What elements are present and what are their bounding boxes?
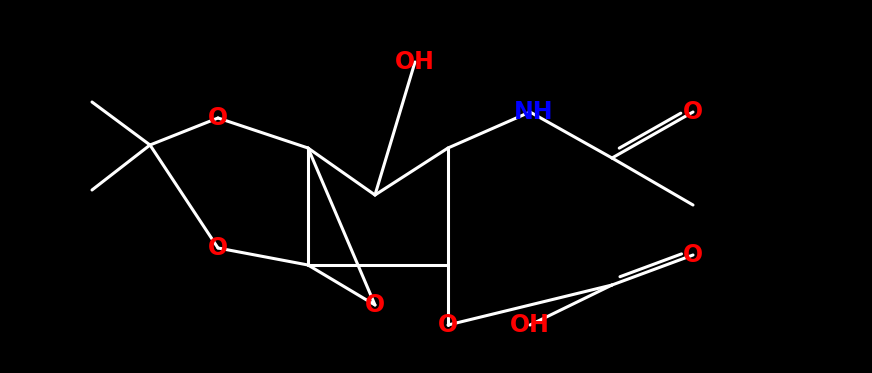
Text: O: O <box>208 106 228 130</box>
Text: O: O <box>438 313 458 337</box>
Text: O: O <box>683 243 703 267</box>
Text: O: O <box>365 293 385 317</box>
Text: OH: OH <box>395 50 435 74</box>
Text: O: O <box>683 100 703 124</box>
Text: NH: NH <box>514 100 554 124</box>
Text: O: O <box>208 236 228 260</box>
Text: OH: OH <box>510 313 550 337</box>
